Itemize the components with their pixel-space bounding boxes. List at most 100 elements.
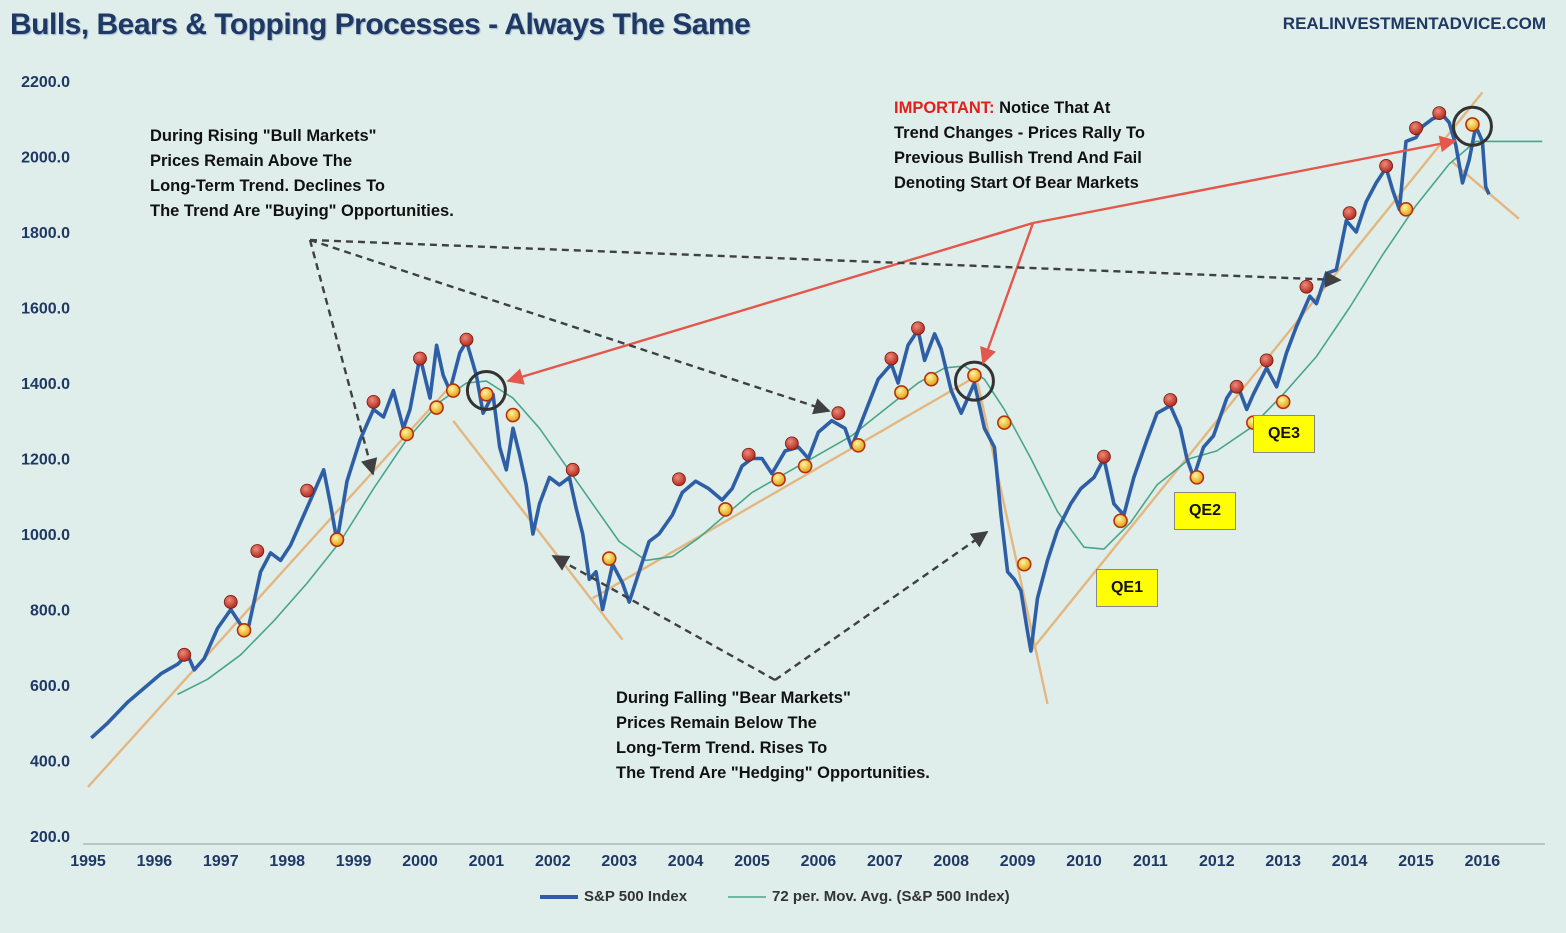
legend-price-label: S&P 500 Index [584, 888, 688, 905]
pullback-marker [236, 622, 252, 638]
x-tick-label: 1998 [269, 853, 305, 870]
pullback-marker [923, 371, 939, 387]
y-tick-label: 200.0 [30, 829, 70, 846]
pullback-marker [894, 385, 909, 400]
pullback-marker [445, 383, 461, 398]
pullback-marker [1016, 556, 1032, 572]
bear-note-line: The Trend Are "Hedging" Opportunities. [616, 764, 930, 782]
x-tick-label: 2010 [1066, 853, 1102, 870]
y-tick-label: 1200.0 [21, 452, 70, 469]
chart-title: Bulls, Bears & Topping Processes - Alway… [10, 8, 751, 41]
x-tick-label: 2014 [1332, 853, 1368, 870]
peak-marker [784, 436, 799, 451]
bull-market-note: During Rising "Bull Markets" Prices Rema… [150, 124, 454, 224]
peak-marker [366, 394, 381, 409]
topping-circle [465, 370, 507, 412]
y-tick-label: 2200.0 [21, 74, 70, 91]
pullback-marker [997, 415, 1012, 430]
peak-marker [1432, 106, 1447, 120]
pullback-marker [1465, 117, 1480, 132]
y-tick-label: 800.0 [30, 603, 70, 620]
important-label: IMPORTANT: [894, 99, 995, 117]
qe2-label: QE2 [1174, 492, 1236, 530]
trendline [1029, 91, 1484, 652]
pullback-marker [771, 471, 786, 487]
bull-note-line: Prices Remain Above The [150, 152, 353, 170]
legend-price: S&P 500 Index [540, 888, 687, 905]
peak-marker [911, 321, 925, 336]
peak-marker [1409, 121, 1423, 136]
peak-marker [672, 472, 686, 487]
important-note-line: Denoting Start Of Bear Markets [894, 174, 1139, 192]
y-tick-label: 2000.0 [21, 150, 70, 167]
important-note-line: Trend Changes - Prices Rally To [894, 124, 1145, 142]
peak-marker [300, 483, 315, 498]
peak-marker [1229, 379, 1244, 394]
source-label: REALINVESTMENTADVICE.COM [1282, 14, 1546, 33]
peak-marker [741, 447, 756, 462]
peak-marker [831, 406, 846, 421]
pullback-marker [797, 458, 813, 474]
x-tick-label: 2013 [1265, 853, 1301, 870]
x-tick-label: 1997 [203, 853, 239, 870]
important-note-line: Previous Bullish Trend And Fail [894, 149, 1142, 167]
x-tick-label: 1996 [137, 853, 173, 870]
red-arrow [506, 221, 1034, 385]
x-tick-label: 2012 [1199, 853, 1235, 870]
pullback-marker [505, 407, 521, 423]
x-tick-label: 2001 [469, 853, 505, 870]
peak-marker [1097, 449, 1111, 464]
peak-marker [223, 595, 238, 609]
peak-marker [1379, 159, 1394, 173]
peak-marker [1163, 393, 1178, 407]
x-tick-label: 2011 [1133, 853, 1168, 870]
x-tick-label: 2000 [402, 853, 438, 870]
x-tick-label: 2002 [535, 853, 571, 870]
x-tick-label: 2006 [801, 853, 837, 870]
dashed-arrow [551, 554, 776, 682]
price-series [90, 113, 1491, 740]
price-line [90, 113, 1491, 740]
axes-group: 200.0 400.0 600.0 800.0 1000.0 1200.0 1400.0 16… [21, 74, 1545, 870]
important-note-text: Notice That At [994, 99, 1111, 117]
red-arrow [980, 222, 1035, 365]
y-tick-label: 1000.0 [21, 527, 70, 544]
legend-ma-swatch [728, 896, 766, 898]
annotation-arrows [308, 135, 1457, 682]
peak-marker [250, 544, 265, 558]
important-note: IMPORTANT: Notice That At Trend Changes … [894, 96, 1145, 196]
qe3-label: QE3 [1253, 415, 1315, 453]
pullback-marker [1398, 202, 1414, 217]
x-tick-label: 1999 [336, 853, 372, 870]
pullback-marker [718, 502, 733, 517]
pullback-marker [1113, 513, 1128, 529]
qe1-label: QE1 [1096, 569, 1158, 607]
pullback-marker [1275, 394, 1291, 410]
red-arrow [1032, 135, 1457, 225]
dashed-arrow [309, 238, 1342, 288]
trendline [976, 382, 1049, 705]
y-tick-label: 1800.0 [21, 225, 70, 242]
peak-marker [1342, 206, 1357, 221]
pullback-marker [479, 387, 494, 402]
peak-marker [177, 647, 192, 662]
bear-note-line: During Falling "Bear Markets" [616, 689, 851, 707]
bear-note-line: Prices Remain Below The [616, 714, 817, 732]
x-tick-label: 2015 [1398, 853, 1434, 870]
peak-marker [1299, 279, 1314, 294]
x-tick-label: 2008 [933, 853, 969, 870]
bear-note-line: Long-Term Trend. Rises To [616, 739, 828, 757]
y-tick-label: 600.0 [30, 678, 70, 695]
topping-circle [1451, 105, 1493, 147]
x-tick-label: 2009 [1000, 853, 1036, 870]
peak-marker [459, 332, 474, 347]
x-tick-label: 2016 [1465, 853, 1501, 870]
trendline [592, 374, 979, 600]
y-tick-label: 1400.0 [21, 376, 70, 393]
bull-note-line: During Rising "Bull Markets" [150, 127, 377, 145]
trendlines-group [87, 91, 1520, 788]
pullback-marker [601, 551, 617, 566]
y-tick-label: 400.0 [30, 754, 70, 771]
